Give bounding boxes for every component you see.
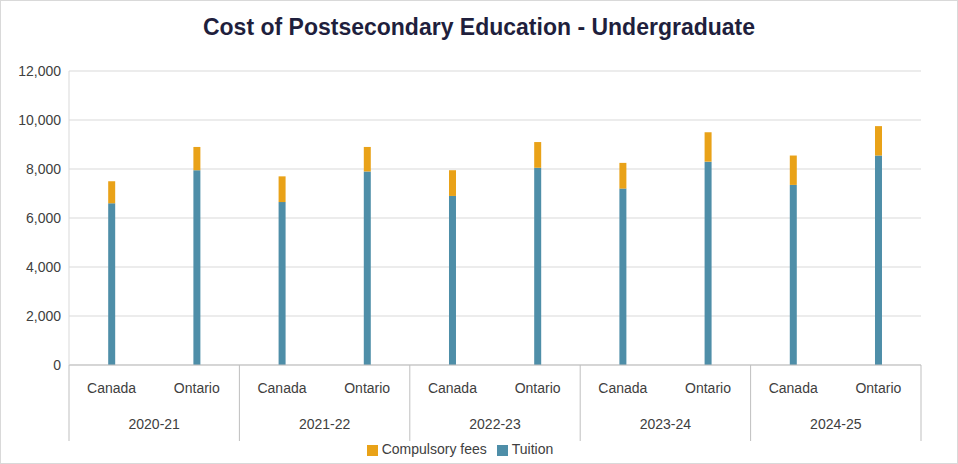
svg-text:2,000: 2,000: [26, 308, 61, 324]
svg-text:2020-21: 2020-21: [129, 416, 181, 432]
svg-text:Ontario: Ontario: [855, 380, 901, 396]
svg-text:Canada: Canada: [87, 380, 136, 396]
svg-text:8,000: 8,000: [26, 161, 61, 177]
svg-text:2023-24: 2023-24: [640, 416, 692, 432]
html-text:Tuition: Tuition: [511, 441, 554, 457]
svg-text:Ontario: Ontario: [174, 380, 220, 396]
svg-text:2021-22: 2021-22: [299, 416, 351, 432]
svg-text:Ontario: Ontario: [344, 380, 390, 396]
svg-text:10,000: 10,000: [18, 112, 61, 128]
svg-text:12,000: 12,000: [18, 63, 61, 79]
html-text:Cost of Postsecondary Educatio: Cost of Postsecondary Education - Underg…: [203, 14, 755, 40]
svg-text:4,000: 4,000: [26, 259, 61, 275]
svg-text:Ontario: Ontario: [515, 380, 561, 396]
svg-text:6,000: 6,000: [26, 210, 61, 226]
svg-text:Canada: Canada: [428, 380, 477, 396]
svg-text:2024-25: 2024-25: [810, 416, 862, 432]
svg-text:Ontario: Ontario: [685, 380, 731, 396]
svg-text:2022-23: 2022-23: [469, 416, 521, 432]
html-text:Compulsory fees: Compulsory fees: [381, 441, 487, 457]
svg-text:Canada: Canada: [598, 380, 647, 396]
svg-text:0: 0: [53, 357, 61, 373]
svg-text:Canada: Canada: [769, 380, 818, 396]
svg-text:Canada: Canada: [257, 380, 306, 396]
